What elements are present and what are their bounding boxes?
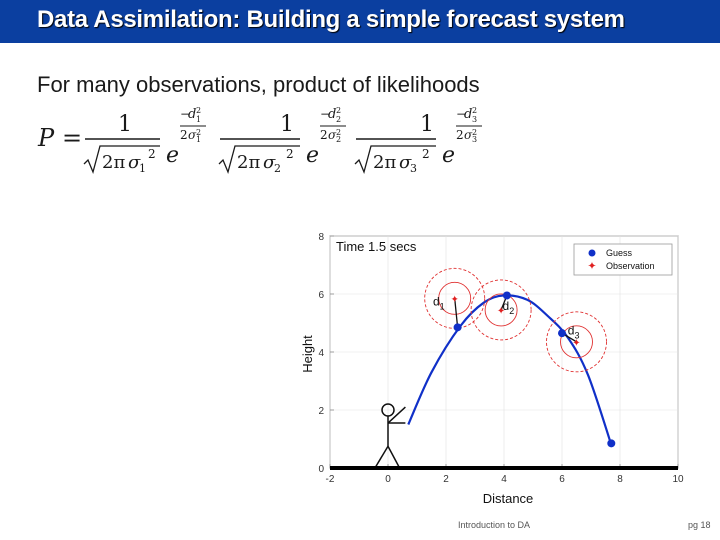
- term-3-numerator: 1: [420, 112, 434, 137]
- svg-text:2: 2: [180, 128, 188, 142]
- formula-equals: =: [62, 124, 82, 152]
- svg-text:e: e: [166, 143, 179, 168]
- svg-text:1: 1: [139, 162, 146, 175]
- guess-point: [558, 329, 566, 338]
- svg-text:2: 2: [472, 128, 477, 137]
- distance-line: [454, 298, 459, 328]
- svg-text:3: 3: [472, 135, 477, 144]
- svg-text:2π: 2π: [102, 152, 125, 173]
- stick-figure-part: [387, 406, 406, 424]
- svg-text:2: 2: [472, 106, 477, 115]
- tick-label-x: 0: [385, 474, 391, 485]
- svg-text:e: e: [306, 143, 319, 168]
- stick-figure-part: [387, 445, 401, 469]
- observation-point: ✦: [497, 306, 505, 317]
- title-bar: Data Assimilation: Building a simple for…: [0, 0, 720, 43]
- svg-text:d: d: [328, 107, 336, 122]
- tick-label-y: 4: [318, 348, 324, 359]
- page-number: pg 18: [688, 520, 711, 530]
- svg-text:2: 2: [336, 115, 341, 124]
- chart-marks: ✦ ✦ ✦ d1 d2 d3: [330, 267, 678, 470]
- svg-text:2: 2: [336, 128, 341, 137]
- svg-text:−: −: [320, 107, 330, 121]
- observation-outer-ring: [546, 311, 607, 373]
- svg-text:3: 3: [472, 115, 477, 124]
- svg-text:d: d: [464, 107, 472, 122]
- observation-inner-ring: [484, 293, 518, 327]
- tick-label-x: 8: [617, 474, 623, 485]
- tick-label-x: 2: [443, 474, 449, 485]
- svg-text:2: 2: [148, 147, 156, 161]
- guess-point: [607, 439, 616, 448]
- guess-point: [453, 323, 462, 332]
- svg-text:σ: σ: [464, 128, 473, 142]
- slide-title: Data Assimilation: Building a simple for…: [37, 6, 625, 33]
- svg-text:−: −: [456, 107, 466, 121]
- svg-text:2: 2: [456, 128, 464, 142]
- legend-observation-marker: ✦: [587, 260, 596, 273]
- svg-text:2: 2: [196, 128, 201, 137]
- formula-lhs: P: [37, 124, 55, 152]
- svg-text:σ: σ: [328, 128, 337, 142]
- svg-text:d: d: [188, 107, 196, 122]
- svg-text:2: 2: [422, 147, 430, 161]
- likelihood-formula: P = 1 2π σ 1 2 e − d 2 1 2 σ 2 1 1 2π σ: [37, 106, 482, 175]
- svg-text:σ: σ: [263, 152, 276, 173]
- svg-text:2π: 2π: [237, 152, 260, 173]
- bullet-text: For many observations, product of likeli…: [37, 72, 480, 97]
- svg-text:3: 3: [410, 162, 417, 175]
- svg-text:σ: σ: [188, 128, 197, 142]
- footer-center-text: Introduction to DA: [458, 520, 531, 530]
- stick-figure-part: [374, 445, 389, 469]
- tick-label-x: 10: [672, 474, 684, 485]
- svg-text:σ: σ: [399, 152, 412, 173]
- chart-title: Time 1.5 secs: [336, 239, 417, 254]
- distance-label: d1: [433, 295, 445, 312]
- observation-point: ✦: [451, 294, 459, 305]
- y-axis-label: Height: [300, 335, 315, 373]
- stick-figure: [374, 403, 406, 469]
- observation-outer-ring: [470, 279, 532, 341]
- svg-text:2π: 2π: [373, 152, 396, 173]
- svg-text:2: 2: [196, 106, 201, 115]
- svg-text:2: 2: [320, 128, 328, 142]
- legend: Guess ✦ Observation: [573, 243, 673, 276]
- tick-label-x: 6: [559, 474, 565, 485]
- tick-label-y: 8: [318, 232, 324, 243]
- distance-label: d3: [568, 324, 580, 341]
- legend-guess-marker: [588, 249, 596, 257]
- legend-guess-label: Guess: [606, 248, 633, 258]
- svg-text:2: 2: [274, 162, 281, 175]
- distance-label: d2: [503, 299, 515, 316]
- x-axis-label: Distance: [483, 491, 534, 506]
- tick-label-y: 0: [318, 464, 324, 475]
- term-2-numerator: 1: [280, 112, 294, 137]
- legend-observation-label: Observation: [606, 261, 655, 271]
- svg-text:1: 1: [196, 135, 201, 144]
- tick-label-x: -2: [326, 474, 335, 485]
- observation-inner-ring: [438, 281, 472, 315]
- formula-term-3: 1 2π σ 3 2 e − d 2 3 2 σ 2 3: [354, 106, 482, 175]
- svg-text:σ: σ: [128, 152, 141, 173]
- formula-term-1: 1 2π σ 1 2 e − d 2 1 2 σ 2 1: [83, 106, 206, 175]
- stick-figure-head: [381, 403, 395, 417]
- term-1-numerator: 1: [118, 112, 132, 137]
- svg-text:1: 1: [196, 115, 201, 124]
- svg-text:2: 2: [286, 147, 294, 161]
- svg-text:e: e: [442, 143, 455, 168]
- svg-text:−: −: [180, 107, 190, 121]
- tick-label-y: 2: [318, 406, 324, 417]
- tick-label-y: 6: [318, 290, 324, 301]
- observation-inner-ring: [560, 325, 593, 359]
- formula-term-2: 1 2π σ 2 2 e − d 2 2 2 σ 2 2: [218, 106, 346, 175]
- svg-text:2: 2: [336, 135, 341, 144]
- guess-point: [502, 291, 511, 300]
- svg-text:2: 2: [336, 106, 341, 115]
- observation-point: ✦: [572, 338, 580, 349]
- tick-label-x: 4: [501, 474, 507, 485]
